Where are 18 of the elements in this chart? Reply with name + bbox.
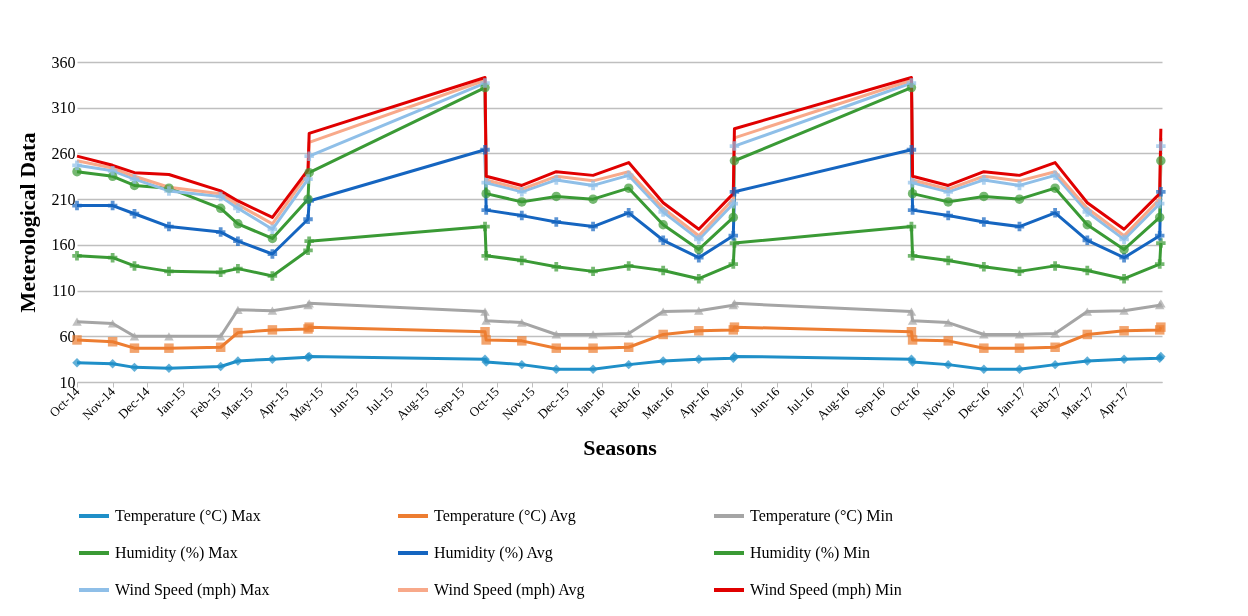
y-tick-label: 160 [51,236,76,254]
y-tick-label: 110 [52,282,76,300]
legend-label: Humidity (%) Min [750,544,870,562]
x-axis-title: Seasons [583,434,658,460]
y-tick-label: 360 [51,53,76,71]
legend-label: Humidity (%) Max [115,544,238,562]
legend-label: Wind Speed (mph) Max [115,581,270,599]
legend-label: Wind Speed (mph) Avg [434,581,585,599]
y-tick-label: 260 [51,144,76,162]
legend-label: Temperature (°C) Max [115,507,261,525]
legend-label: Wind Speed (mph) Min [750,581,902,599]
y-tick-label: 310 [51,99,76,117]
legend-label: Temperature (°C) Min [750,507,894,525]
legend-label: Humidity (%) Avg [434,544,553,562]
y-axis-title: Meterological Data [14,132,40,313]
y-tick-label: 60 [59,327,76,345]
y-tick-label: 210 [51,190,76,208]
legend-label: Temperature (°C) Avg [434,507,576,525]
